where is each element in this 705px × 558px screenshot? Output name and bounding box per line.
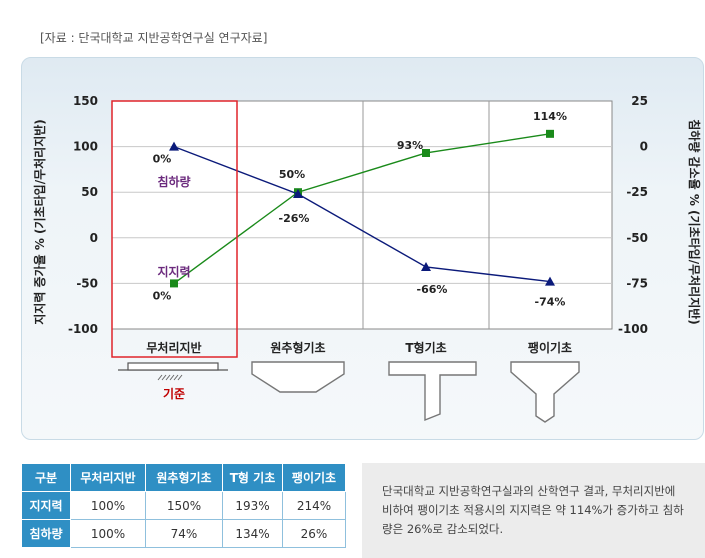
data-point-square <box>170 279 178 288</box>
cone-foundation-icon <box>251 361 345 393</box>
y-tick-left: 150 <box>73 94 98 108</box>
table-row: 침하량 100% 74% 134% 26% <box>21 519 346 548</box>
y-tick-right: -25 <box>626 185 648 199</box>
data-point-square <box>546 129 554 138</box>
table-header-cell: 무처리지반 <box>70 463 146 492</box>
y-axis-title-right: 침하량 감소율 % (기초타입/무처리지반) <box>687 119 702 325</box>
y-tick-left: -100 <box>68 322 98 336</box>
axis-layer: 150 100 50 0 -50 -100 25 0 -25 -50 -75 -100 무처리지반 원추형… <box>68 94 648 355</box>
table-header-cell: 원추형기초 <box>145 463 223 492</box>
untreated-ground-icon <box>118 362 228 381</box>
label-layer: 0% 50% 93% 114% 0% -26% -66% -74% 지지력 침하량 <box>153 110 567 309</box>
data-point-triangle <box>545 276 555 286</box>
table-cell: 100% <box>70 519 146 548</box>
table-cell: 100% <box>70 491 146 520</box>
y-tick-left: -50 <box>76 276 98 290</box>
y-tick-right: 25 <box>631 94 648 108</box>
plot-area <box>111 100 613 330</box>
x-category-label: 무처리지반 <box>146 340 201 355</box>
data-label: -66% <box>417 283 448 296</box>
data-label: 0% <box>153 289 172 302</box>
series-line-1 <box>173 145 551 283</box>
table-header-row: 구분 무처리지반 원추형기초 T형 기초 팽이기초 <box>21 463 346 492</box>
series-name-label: 침하량 <box>157 174 190 189</box>
y-tick-right: 0 <box>640 140 648 154</box>
table-header-cell: 팽이기초 <box>282 463 346 492</box>
grid-layer <box>111 100 613 330</box>
table-cell: 214% <box>282 491 346 520</box>
y-tick-left: 100 <box>73 140 98 154</box>
data-point-square <box>422 148 430 157</box>
data-label: 114% <box>533 110 567 123</box>
top-foundation-icon <box>510 361 580 423</box>
table-cell: 150% <box>145 491 223 520</box>
table-row-label: 지지력 <box>21 491 71 520</box>
data-label: 0% <box>153 153 172 166</box>
baseline-label: 기준 <box>163 386 185 401</box>
table-cell: 134% <box>222 519 283 548</box>
y-tick-right: -50 <box>626 231 648 245</box>
summary-note: 단국대학교 지반공학연구실과의 산학연구 결과, 무처리지반에 비하여 팽이기초… <box>362 463 705 558</box>
data-label: -26% <box>279 212 310 225</box>
t-foundation-icon <box>388 361 477 422</box>
y-tick-left: 50 <box>81 185 98 199</box>
data-label: -74% <box>535 296 566 309</box>
table-cell: 74% <box>145 519 223 548</box>
source-caption: [자료 : 단국대학교 지반공학연구실 연구자료] <box>40 31 268 45</box>
table-cell: 26% <box>282 519 346 548</box>
x-category-label: T형기초 <box>405 340 446 355</box>
x-category-label: 원추형기초 <box>270 340 325 355</box>
summary-table: 구분 무처리지반 원추형기초 T형 기초 팽이기초 지지력 100% 150% … <box>21 463 346 548</box>
table-row-label: 침하량 <box>21 519 71 548</box>
y-axis-title-left: 지지력 증가율 % (기초타입/무처리지반) <box>32 119 47 325</box>
data-point-triangle <box>293 189 303 199</box>
data-point-triangle <box>169 141 179 151</box>
table-header-cell: 구분 <box>21 463 71 492</box>
data-label: 93% <box>397 139 423 152</box>
data-label: 50% <box>279 168 305 181</box>
series-name-label: 지지력 <box>157 264 190 279</box>
y-tick-right: -75 <box>626 276 648 290</box>
comparison-chart: 150 100 50 0 -50 -100 25 0 -25 -50 -75 -100 무처리지반 원추형… <box>32 94 702 423</box>
table-header-cell: T형 기초 <box>222 463 283 492</box>
baseline-highlight-box <box>111 100 238 358</box>
table-row: 지지력 100% 150% 193% 214% <box>21 491 346 520</box>
y-tick-right: -100 <box>618 322 648 336</box>
y-tick-left: 0 <box>90 231 98 245</box>
series-layer <box>169 129 555 288</box>
x-category-label: 팽이기초 <box>528 340 572 355</box>
table-cell: 193% <box>222 491 283 520</box>
data-point-triangle <box>421 261 431 271</box>
series-line-0 <box>173 133 551 284</box>
